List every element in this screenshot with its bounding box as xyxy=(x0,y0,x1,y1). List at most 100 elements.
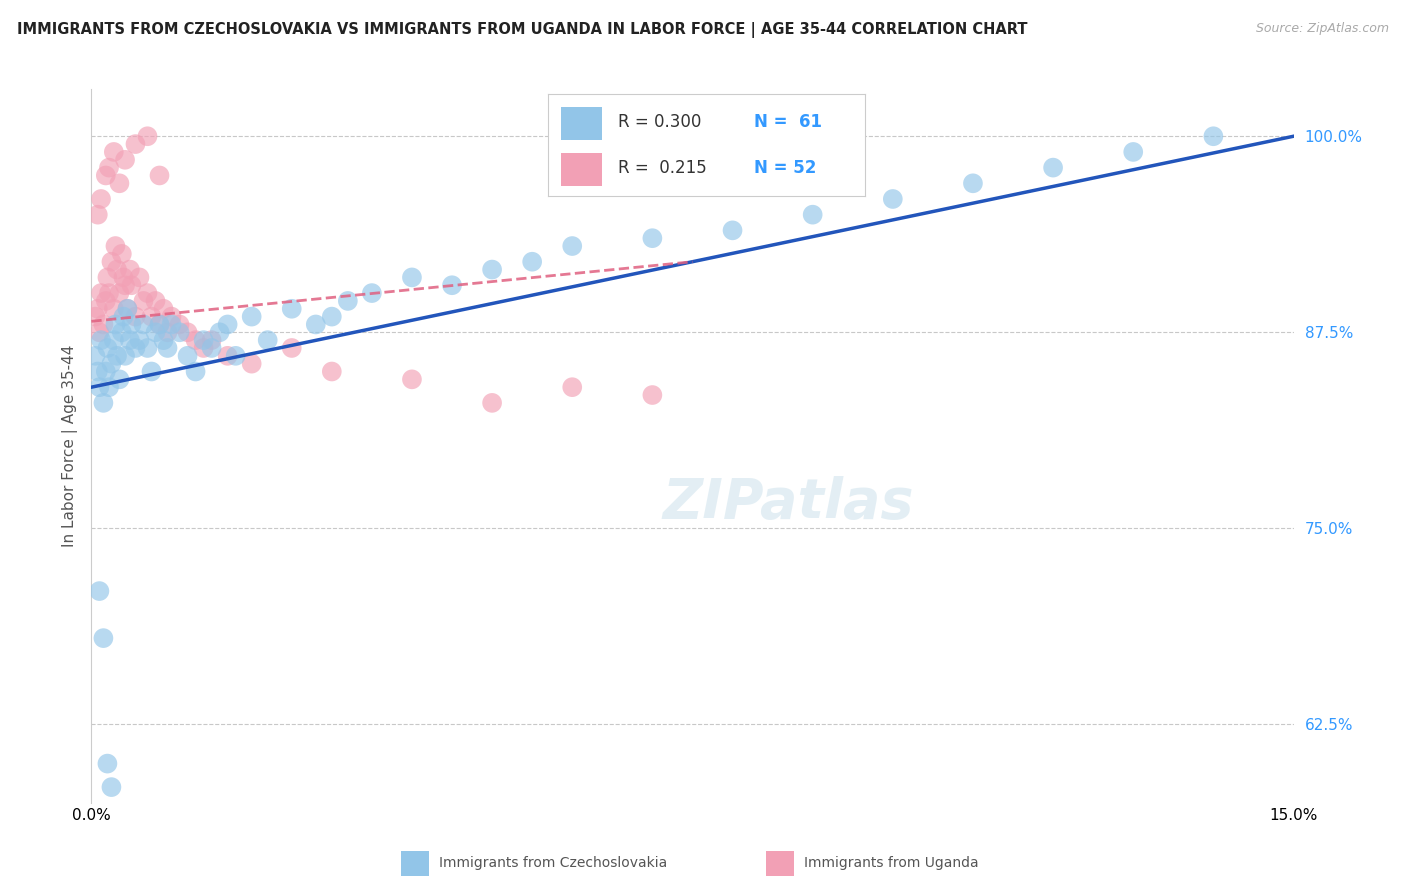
Point xyxy=(201,341,224,355)
Point xyxy=(90,333,112,347)
Point xyxy=(90,192,112,206)
Point xyxy=(112,270,135,285)
FancyBboxPatch shape xyxy=(561,107,602,140)
Point xyxy=(148,318,170,332)
Point xyxy=(169,326,191,340)
Text: N = 52: N = 52 xyxy=(754,159,817,177)
Point xyxy=(152,301,174,316)
Point xyxy=(641,231,664,245)
Point xyxy=(93,631,115,645)
Point xyxy=(176,326,198,340)
Point xyxy=(121,318,143,332)
Point xyxy=(111,247,134,261)
Point xyxy=(160,310,183,324)
Point xyxy=(240,357,263,371)
Point xyxy=(145,326,167,340)
Point xyxy=(105,262,128,277)
Point xyxy=(100,780,122,794)
Point xyxy=(156,341,179,355)
Point xyxy=(114,153,136,167)
Point xyxy=(96,756,118,771)
Point xyxy=(193,341,215,355)
Point xyxy=(225,349,247,363)
Point xyxy=(561,239,583,253)
Text: R =  0.215: R = 0.215 xyxy=(619,159,707,177)
Point xyxy=(89,584,111,599)
Point xyxy=(124,310,146,324)
Point xyxy=(136,286,159,301)
Text: Source: ZipAtlas.com: Source: ZipAtlas.com xyxy=(1256,22,1389,36)
Point xyxy=(114,349,136,363)
Point xyxy=(118,333,141,347)
Point xyxy=(84,349,107,363)
Point xyxy=(124,341,146,355)
Point xyxy=(136,341,159,355)
Text: R = 0.300: R = 0.300 xyxy=(619,113,702,131)
Y-axis label: In Labor Force | Age 35-44: In Labor Force | Age 35-44 xyxy=(62,345,77,547)
Text: Immigrants from Czechoslovakia: Immigrants from Czechoslovakia xyxy=(439,856,666,871)
Point xyxy=(721,223,744,237)
Point xyxy=(98,286,121,301)
Point xyxy=(117,301,139,316)
Point xyxy=(321,310,343,324)
Point xyxy=(111,326,134,340)
Point xyxy=(93,318,115,332)
Point xyxy=(441,278,464,293)
Point xyxy=(641,388,664,402)
Point xyxy=(882,192,904,206)
Point xyxy=(117,301,139,316)
Point xyxy=(103,301,125,316)
Point xyxy=(87,301,110,316)
Point xyxy=(96,341,118,355)
Point xyxy=(160,318,183,332)
Point xyxy=(401,372,423,386)
Point xyxy=(217,318,239,332)
Point xyxy=(141,364,163,378)
Point xyxy=(145,293,167,308)
Point xyxy=(240,310,263,324)
Point xyxy=(112,310,135,324)
Point xyxy=(481,262,503,277)
Point xyxy=(176,349,198,363)
Point xyxy=(96,270,118,285)
Point xyxy=(89,326,111,340)
Point xyxy=(256,333,278,347)
Point xyxy=(108,372,131,386)
Point xyxy=(128,333,150,347)
Point xyxy=(103,333,125,347)
Point xyxy=(148,318,170,332)
Bar xyxy=(401,851,429,876)
Point xyxy=(281,341,304,355)
Text: N =  61: N = 61 xyxy=(754,113,823,131)
Point xyxy=(100,357,122,371)
Point xyxy=(100,254,122,268)
Point xyxy=(1122,145,1144,159)
Point xyxy=(336,293,359,308)
Point xyxy=(152,333,174,347)
Point xyxy=(90,286,112,301)
Point xyxy=(156,326,179,340)
Point xyxy=(801,208,824,222)
Point xyxy=(124,137,146,152)
Point xyxy=(105,349,128,363)
Point xyxy=(132,293,155,308)
Point xyxy=(321,364,343,378)
Text: ZIPatlas: ZIPatlas xyxy=(662,476,914,530)
Point xyxy=(520,254,543,268)
Point xyxy=(94,293,117,308)
Point xyxy=(94,169,117,183)
Point xyxy=(1042,161,1064,175)
Point xyxy=(360,286,382,301)
Point xyxy=(94,364,117,378)
Point xyxy=(108,286,131,301)
Point xyxy=(561,380,583,394)
Point xyxy=(305,318,328,332)
Point xyxy=(141,310,163,324)
Point xyxy=(103,145,125,159)
Point xyxy=(281,301,304,316)
Point xyxy=(217,349,239,363)
Point xyxy=(104,318,127,332)
Point xyxy=(201,333,224,347)
Point xyxy=(962,176,984,190)
Point xyxy=(1202,129,1225,144)
